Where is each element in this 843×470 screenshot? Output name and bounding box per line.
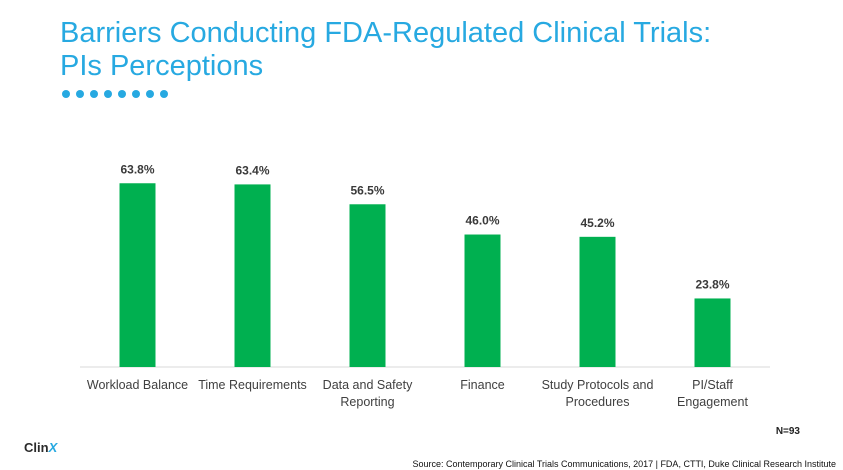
clinx-logo: ClinX [24,440,57,455]
bar-4 [579,236,616,367]
data-label-3: 46.0% [465,214,499,228]
logo-text: Clin [24,440,49,455]
bar-2 [349,204,386,367]
dot [104,90,112,98]
dot [160,90,168,98]
data-label-2: 56.5% [350,183,384,197]
category-label-3: Finance [460,378,505,392]
title-dots-divider [62,90,168,98]
dot [76,90,84,98]
dot [118,90,126,98]
category-label-0: Workload Balance [87,378,188,392]
bar-3 [464,234,501,367]
dot [146,90,154,98]
bar-0 [119,183,156,367]
data-label-0: 63.8% [120,162,154,176]
sample-size-label: N=93 [775,426,800,437]
logo-accent: X [48,440,58,455]
title-line-1: Barriers Conducting FDA-Regulated Clinic… [60,17,712,49]
dot [132,90,140,98]
bar-1 [234,184,271,367]
page-title: Barriers Conducting FDA-Regulated Clinic… [60,17,760,83]
category-label-1: Time Requirements [198,378,307,392]
dot [90,90,98,98]
data-label-1: 63.4% [235,163,269,177]
category-label-2: Data and Safety Reporting [323,378,413,409]
data-label-4: 45.2% [580,216,614,230]
bar-5 [694,298,731,367]
dot [62,90,70,98]
category-label-4: Study Protocols and Procedures [542,378,654,409]
data-label-5: 23.8% [695,277,729,291]
title-line-2: PIs Perceptions [60,50,264,82]
category-label-5: PI/Staff Engagement [677,378,748,409]
source-note: Source: Contemporary Clinical Trials Com… [412,459,837,469]
